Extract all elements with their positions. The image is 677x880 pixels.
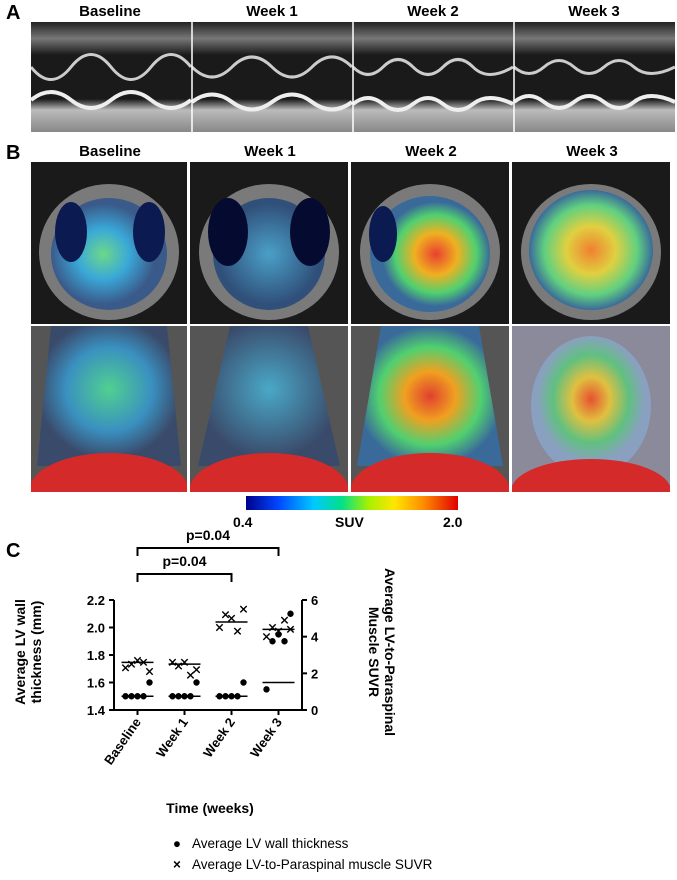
suvr-point [221,610,230,619]
legend-item-thickness: ● Average LV wall thickness [170,836,348,851]
legend-label-thickness: Average LV wall thickness [192,836,349,851]
suvr-point [280,616,289,624]
y-tick-label-left: 1.6 [87,676,105,691]
panel-b-title-baseline: Baseline [79,143,141,160]
legend-label-suvr: Average LV-to-Paraspinal muscle SUVR [192,857,433,872]
panel-a-title-week2: Week 2 [407,3,459,20]
y-tick-label-right: 0 [311,703,318,718]
pet-axial-image-week2 [351,162,509,324]
panel-a-letter: A [6,2,21,24]
pet-axial-image-week1 [190,162,348,324]
panel-b-title-week2: Week 2 [405,143,457,160]
x-tick-label: Week 1 [153,715,191,760]
y-tick-label-left: 1.8 [87,648,105,663]
panel-a-title-week1: Week 1 [246,3,298,20]
panel-a-title-week3: Week 3 [568,3,620,20]
x-tick-label: Week 2 [200,715,238,760]
x-tick-label: Week 3 [247,715,285,760]
suvr-point [215,623,224,632]
significance-label: p=0.04 [163,553,207,569]
thickness-point [193,679,200,686]
pet-coronal-image-week1 [190,326,348,492]
x-tick-label: Baseline [101,715,144,767]
y-axis-right-title: Average LV-to-Paraspinal Muscle SUVR [366,567,398,737]
pet-coronal-image-baseline [31,326,187,492]
suv-colorbar [246,496,458,510]
y-tick-label-left: 1.4 [87,703,106,718]
thickness-point [269,638,276,645]
suvr-point [233,627,242,635]
panel-a-title-baseline: Baseline [79,3,141,20]
suvr-point [262,632,271,641]
significance-bracket [136,573,233,582]
y-tick-label-right: 2 [311,666,318,681]
significance-bracket [136,547,280,556]
m-mode-echocardiogram-image [31,22,675,132]
x-axis-title: Time (weeks) [166,800,254,816]
colorbar-unit-label: SUV [335,514,364,530]
suvr-point [227,614,236,623]
thickness-point [287,610,294,617]
legend-x-symbol: × [173,857,181,872]
pet-axial-image-baseline [31,162,187,324]
thickness-point [146,679,153,686]
thickness-point [240,679,247,686]
y-tick-label-right: 6 [311,593,318,608]
y-tick-label-left: 2.0 [87,621,105,636]
panel-b-title-week1: Week 1 [244,143,296,160]
pet-coronal-image-week2 [351,326,509,492]
y-axis-left-title: Average LV wall thickness (mm) [12,599,44,705]
panel-b-letter: B [6,142,21,164]
pet-coronal-image-week3 [512,326,670,492]
pet-axial-image-week3 [512,162,670,324]
thickness-point [263,686,270,693]
suvr-point [121,664,130,672]
y-tick-label-right: 4 [311,630,319,645]
suvr-point [145,667,154,676]
panel-b-title-week3: Week 3 [566,143,618,160]
thickness-point [281,638,288,645]
colorbar-min-label: 0.4 [233,514,253,530]
panel-c-letter: C [6,540,21,562]
legend-item-suvr: × Average LV-to-Paraspinal muscle SUVR [170,857,432,872]
legend-circle-symbol: ● [172,836,182,851]
significance-label: p=0.04 [186,530,230,543]
colorbar-max-label: 2.0 [443,514,463,530]
suvr-point [186,671,195,679]
suvr-point [239,605,248,613]
suvr-point [192,665,201,674]
y-tick-label-left: 2.2 [87,593,105,608]
